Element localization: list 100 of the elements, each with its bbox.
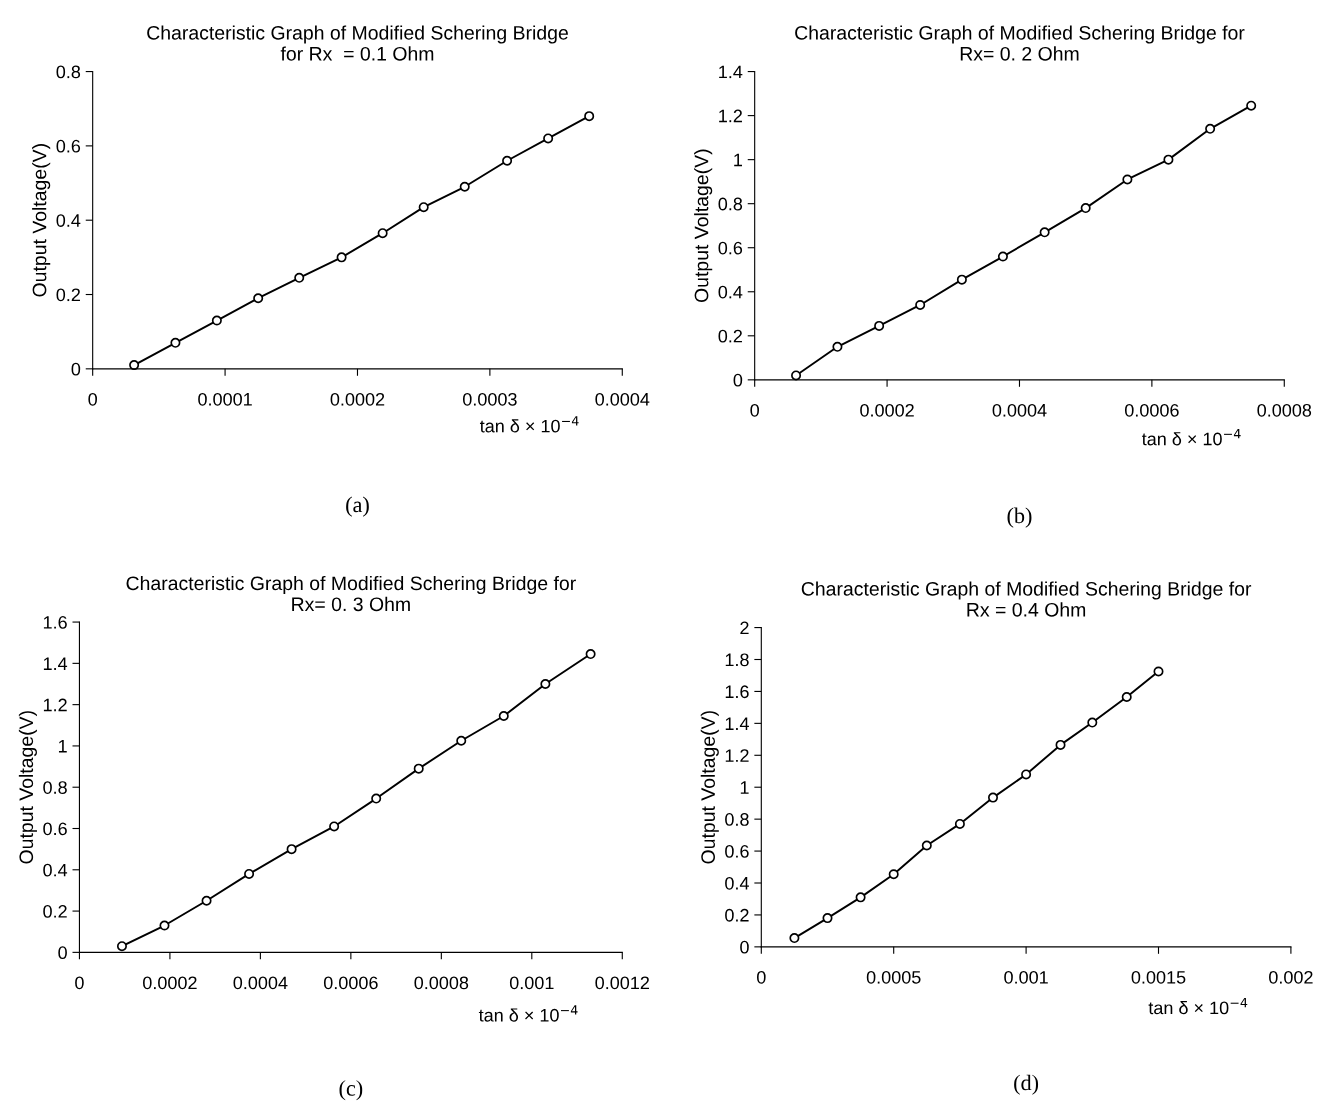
y-tick-label: 1	[58, 740, 67, 753]
point	[459, 181, 470, 192]
y-tick-label: 0.4	[56, 214, 81, 227]
x-tick-label: 0.0012	[595, 976, 649, 990]
point	[584, 111, 595, 122]
y-tick-label: 0.8	[43, 781, 67, 794]
x-axis-title: tan δ × 10$^{−4}$	[478, 1005, 578, 1022]
point	[336, 252, 347, 263]
point	[585, 649, 596, 660]
point	[201, 895, 212, 906]
y-tick-label: 0.2	[43, 905, 67, 918]
point	[371, 793, 382, 804]
y-tick-label: 0	[740, 940, 749, 954]
point	[540, 678, 551, 689]
point	[1205, 123, 1216, 134]
point	[498, 710, 509, 721]
point	[1021, 769, 1032, 780]
text: (a)	[346, 496, 369, 517]
chart-title: Characteristic Graph of Modified Schering Bridge for Rx= 0. 2 Ohm	[795, 25, 1245, 61]
point	[832, 341, 843, 352]
point	[915, 299, 926, 310]
point	[855, 892, 866, 903]
y-axis-title: Output Voltage(V)	[32, 144, 51, 297]
point	[286, 844, 297, 855]
point	[921, 840, 932, 851]
y-tick-label: 1.8	[725, 653, 749, 667]
text: (d)	[1014, 1074, 1039, 1095]
x-axis-title: tan δ × 10$^{−4}$	[479, 416, 579, 433]
point	[1055, 739, 1066, 750]
point	[1122, 174, 1133, 185]
y-tick-label: 1.2	[725, 749, 749, 762]
y-tick-label: 0.8	[718, 197, 743, 211]
text: (c)	[339, 1080, 363, 1101]
point	[997, 251, 1008, 262]
y-tick-label: 0	[733, 373, 743, 387]
y-tick-label: 0	[71, 362, 81, 376]
x-tick-label: 0.0006	[1124, 403, 1179, 417]
point	[170, 337, 181, 348]
y-tick-label: 0.4	[725, 876, 749, 890]
point	[1039, 227, 1050, 238]
y-tick-label: 1	[734, 153, 742, 167]
point	[329, 821, 340, 832]
y-tick-label: 2	[740, 621, 749, 635]
y-tick-label: 0.6	[725, 845, 749, 858]
point	[789, 933, 800, 944]
y-tick-label: 0.2	[718, 329, 742, 343]
y-tick-label: 1.2	[719, 109, 742, 123]
point	[116, 941, 127, 952]
x-tick-label: 0.0004	[992, 403, 1047, 417]
point	[822, 913, 833, 924]
x-tick-label: 0	[88, 392, 97, 406]
x-tick-label: 0.0008	[1257, 403, 1312, 417]
point	[377, 228, 388, 239]
x-tick-label: 0.0002	[330, 392, 385, 406]
point	[418, 202, 429, 213]
y-tick-label: 1.4	[719, 65, 743, 79]
point	[502, 155, 513, 166]
point	[129, 360, 140, 371]
point	[244, 868, 255, 879]
point	[1080, 203, 1091, 214]
point	[543, 133, 554, 144]
x-tick-label: 0	[750, 403, 759, 417]
chart-title: Characteristic Graph of Modified Schering Bridge for Rx= 0. 3 Ohm	[126, 575, 576, 612]
x-tick-label: 0.0006	[323, 976, 378, 990]
y-tick-label: 1.4	[725, 717, 749, 730]
point	[874, 320, 885, 331]
point	[1163, 154, 1174, 165]
y-tick-label: 0.6	[43, 822, 67, 836]
text: (b)	[1007, 507, 1032, 528]
point	[211, 315, 222, 326]
y-tick-label: 0.8	[725, 813, 749, 826]
chart-title: Characteristic Graph of Modified Schering Bridge for Rx = 0.4 Ohm	[801, 581, 1252, 617]
point	[1121, 692, 1132, 703]
x-tick-label: 0.0008	[414, 976, 469, 990]
y-tick-label: 0.6	[56, 139, 81, 153]
y-axis-title: Output Voltage(V)	[18, 711, 37, 864]
y-tick-label: 1.2	[43, 698, 67, 712]
point	[1087, 717, 1098, 728]
point	[1153, 666, 1164, 677]
point	[1246, 100, 1257, 111]
y-tick-label: 1.4	[43, 657, 68, 670]
x-axis-title: tan δ × 10$^{−4}$	[1148, 997, 1248, 1015]
x-tick-label: 0.0004	[595, 392, 650, 406]
x-axis-title: tan δ × 10$^{−4}$	[1141, 429, 1241, 446]
y-tick-label: 0.2	[56, 288, 80, 302]
point	[987, 792, 999, 803]
x-tick-label: 0.0003	[462, 392, 517, 406]
point	[294, 272, 305, 283]
point	[253, 293, 264, 304]
x-tick-label: 0.0002	[143, 976, 197, 990]
y-tick-label: 0.4	[718, 285, 743, 299]
y-axis-title: Output Voltage(V)	[700, 711, 719, 864]
point	[888, 869, 899, 880]
chart-title: Characteristic Graph of Modified Schering Bridge for Rx = 0.1 Ohm	[147, 25, 568, 61]
x-tick-label: 0.002	[1269, 970, 1313, 984]
x-tick-label: 0.001	[1004, 970, 1048, 984]
x-tick-label: 0.0001	[198, 392, 252, 406]
point	[956, 274, 967, 285]
point	[159, 920, 170, 931]
y-tick-label: 0.6	[718, 241, 743, 255]
